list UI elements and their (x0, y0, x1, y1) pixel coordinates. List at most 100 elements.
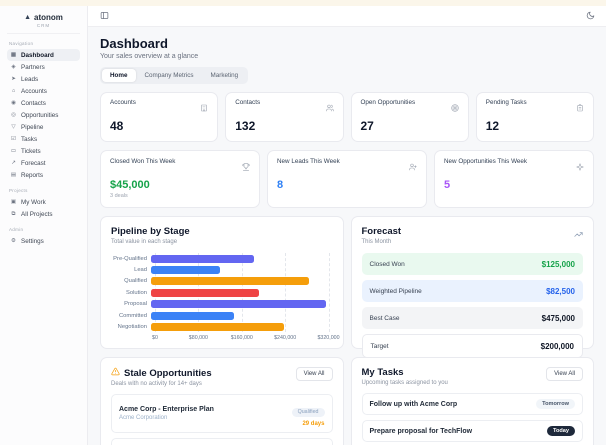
stat-cards-row: Accounts 48 Contacts 132 Open Opportunit… (100, 92, 594, 142)
chart-title: Pipeline by Stage (111, 226, 190, 237)
all-projects-icon: ⧉ (11, 210, 16, 217)
nav-section-projects: Projects (9, 188, 28, 193)
pipeline-chart-panel: Pipeline by Stage Total value in each st… (100, 216, 344, 349)
task-item-followup-acme[interactable]: Follow up with Acme Corp Tomorrow (361, 393, 583, 415)
sidebar-item-partners[interactable]: ◈ Partners (11, 63, 45, 71)
stale-view-all-button[interactable]: View All (295, 367, 333, 381)
tab-company-metrics[interactable]: Company Metrics (144, 72, 194, 79)
chart-bar-row: Committed (111, 310, 333, 321)
forecast-subtitle: This Month (361, 239, 392, 245)
topbar (88, 6, 606, 27)
trophy-icon (242, 158, 250, 176)
chart-category-label: Committed (118, 312, 147, 319)
tasks-view-all-button[interactable]: View All (546, 367, 583, 381)
new-opportunities-value: 5 (444, 179, 451, 191)
sidebar-item-tasks[interactable]: ☑ Tasks (11, 135, 38, 143)
chart-bar (151, 300, 326, 309)
panel-left-icon (100, 7, 109, 25)
forecast-panel: Forecast This Month Closed Won $125,000 W… (350, 216, 594, 358)
x-tick-label: $0 (152, 334, 158, 341)
stat-card-pending-tasks[interactable]: Pending Tasks 12 (475, 92, 594, 142)
chart-category-label: Solution (126, 289, 147, 296)
forecast-icon: ↗ (11, 160, 16, 166)
logo-icon: ▲ (24, 14, 32, 21)
sidebar-item-accounts[interactable]: ⌂ Accounts (11, 87, 47, 95)
highlight-cards-row: Closed Won This Week $45,000 3 deals New… (100, 150, 594, 208)
tab-home[interactable]: Home (102, 69, 136, 82)
task-item-proposal-techflow[interactable]: Prepare proposal for TechFlow Today (361, 420, 583, 442)
chart-bar-row: Qualified (111, 276, 333, 287)
reports-icon: ▤ (10, 172, 17, 178)
closed-won-deals: 3 deals (110, 193, 128, 199)
chart-subtitle: Total value in each stage (111, 239, 178, 245)
sidebar-item-dashboard[interactable]: ▦ Dashboard (7, 49, 80, 61)
x-tick-label: $240,000 (274, 334, 297, 341)
my-tasks-panel: My Tasks Upcoming tasks assigned to you … (350, 357, 594, 445)
x-tick-label: $160,000 (230, 334, 253, 341)
sidebar-item-settings[interactable]: ⚙ Settings (11, 237, 44, 245)
chart-category-label: Proposal (124, 301, 147, 308)
user-plus-icon (409, 158, 417, 176)
sidebar-item-contacts[interactable]: ◉ Contacts (11, 99, 46, 107)
leads-icon: ➤ (11, 76, 16, 82)
chart-bar-row: Lead (111, 264, 333, 275)
my-work-icon: ▣ (10, 199, 17, 205)
chart-category-label: Lead (134, 267, 147, 274)
sidebar-item-reports[interactable]: ▤ Reports (10, 171, 44, 179)
stage-badge: Qualified (291, 407, 325, 417)
stale-opportunities-panel: Stale Opportunities Deals with no activi… (100, 357, 344, 445)
tasks-list: Follow up with Acme Corp Tomorrow Prepar… (361, 393, 583, 445)
warning-triangle-icon (111, 367, 120, 379)
partners-icon: ◈ (11, 64, 16, 70)
stat-card-open-opportunities[interactable]: Open Opportunities 27 (350, 92, 469, 142)
moon-icon (586, 7, 595, 25)
chart-bar (151, 288, 260, 297)
nav-section-navigation: Navigation (9, 41, 34, 46)
sidebar-toggle-button[interactable] (98, 10, 110, 22)
x-tick-label: $320,000 (317, 334, 340, 341)
accounts-icon: ⌂ (11, 88, 16, 94)
chart-bar (151, 277, 310, 286)
sidebar-item-opportunities[interactable]: ◎ Opportunities (11, 111, 59, 119)
forecast-row-target: Target $200,000 (361, 334, 583, 358)
days-stale: 29 days (302, 421, 325, 427)
dashboard-tabs: Home Company Metrics Marketing (100, 67, 249, 84)
stale-list: Acme Corp - Enterprise Plan Acme Corporat… (111, 394, 333, 445)
stale-item-acme[interactable]: Acme Corp - Enterprise Plan Acme Corporat… (111, 394, 333, 433)
page-subtitle: Your sales overview at a glance (100, 53, 199, 60)
tickets-icon: ▭ (10, 148, 17, 154)
chart-bar (151, 323, 285, 332)
chart-bar-row: Proposal (111, 299, 333, 310)
dashboard-icon: ▦ (10, 52, 17, 58)
app-root: ▲ atonom CRM Navigation ▦ Dashboard ◈ Part… (0, 6, 606, 445)
chart-bar (151, 311, 235, 320)
stale-item-techflow[interactable]: TechFlow - Platform LicenseTechFlow Solu… (111, 438, 333, 445)
sidebar-item-my-work[interactable]: ▣ My Work (10, 198, 46, 206)
pipeline-icon: ▽ (11, 124, 16, 130)
charts-row: Pipeline by Stage Total value in each st… (100, 216, 594, 358)
forecast-row-best-case: Best Case $475,000 (361, 307, 583, 329)
new-opportunities-card[interactable]: New Opportunities This Week 5 (434, 150, 594, 208)
sidebar: ▲ atonom CRM Navigation ▦ Dashboard ◈ Part… (0, 6, 88, 445)
logo: ▲ atonom (7, 10, 80, 22)
stat-card-contacts[interactable]: Contacts 132 (225, 92, 344, 142)
tab-marketing[interactable]: Marketing (210, 72, 239, 79)
sidebar-item-forecast[interactable]: ↗ Forecast (11, 159, 46, 167)
chart-bar (151, 266, 221, 275)
chart-x-axis: $0 $80,000 $160,000 $240,000 $320,000 (152, 333, 340, 342)
forecast-rows: Closed Won $125,000 Weighted Pipeline $82,… (361, 253, 583, 358)
sidebar-item-pipeline[interactable]: ▽ Pipeline (11, 123, 44, 131)
chart-bar-row: Negotiation (111, 321, 333, 332)
closed-won-card[interactable]: Closed Won This Week $45,000 3 deals (100, 150, 260, 208)
window-top-strip (0, 0, 606, 6)
theme-toggle-button[interactable] (584, 10, 596, 22)
logo-subtitle: CRM (7, 23, 80, 34)
chart-category-label: Negotiation (117, 324, 147, 331)
sidebar-item-all-projects[interactable]: ⧉ All Projects (11, 210, 53, 218)
stat-card-accounts[interactable]: Accounts 48 (100, 92, 219, 142)
sidebar-item-leads[interactable]: ➤ Leads (11, 75, 39, 83)
chart-category-label: Pre-Qualified (113, 255, 147, 262)
new-leads-card[interactable]: New Leads This Week 8 (267, 150, 427, 208)
sidebar-item-tickets[interactable]: ▭ Tickets (10, 147, 41, 155)
x-tick-label: $80,000 (188, 334, 208, 341)
